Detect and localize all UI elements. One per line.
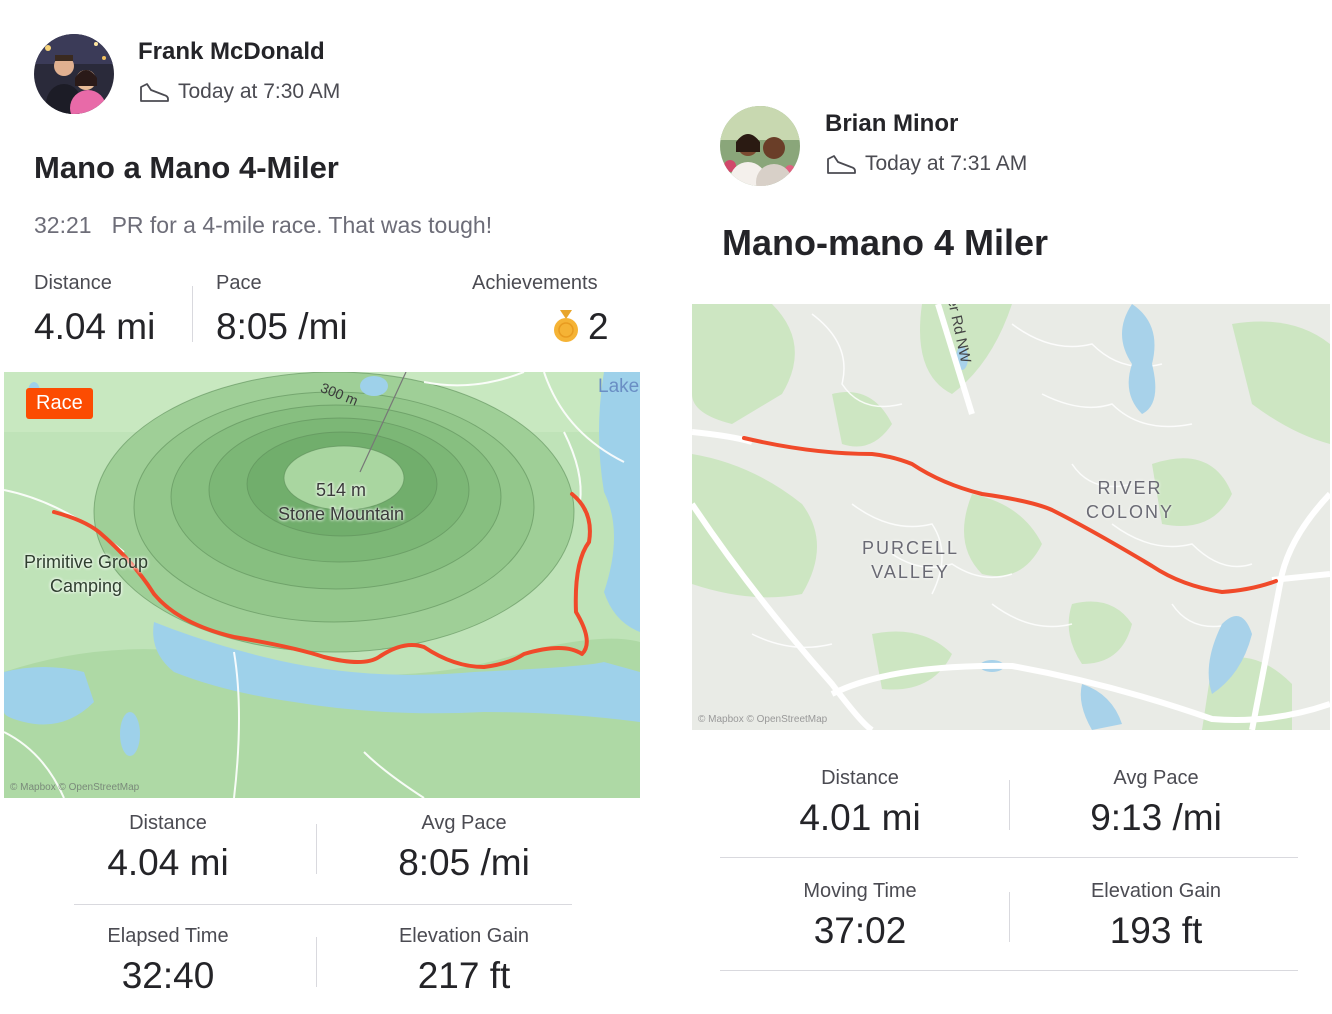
activity-title[interactable]: Mano-mano 4 Miler xyxy=(722,222,1049,263)
stat-divider xyxy=(316,824,317,874)
pace-value: 8:05 /mi xyxy=(216,306,348,347)
elapsed-time-value: 32:40 xyxy=(121,955,215,996)
distance-value: 4.01 mi xyxy=(799,797,921,838)
elevation-gain-label: Elevation Gain xyxy=(398,925,530,947)
avg-pace-label: Avg Pace xyxy=(421,812,507,834)
athlete-name[interactable]: Brian Minor xyxy=(825,110,959,137)
terrain-map-icon xyxy=(4,372,640,798)
moving-time-value: 37:02 xyxy=(813,910,907,951)
stat-divider xyxy=(1009,780,1010,830)
description-time: 32:21 xyxy=(34,212,92,238)
pace-label: Pace xyxy=(216,272,262,294)
activity-description: 32:21 PR for a 4-mile race. That was toug… xyxy=(34,212,492,239)
timestamp-text: Today at 7:30 AM xyxy=(178,80,341,103)
stat-divider xyxy=(1009,892,1010,942)
activity-title[interactable]: Mano a Mano 4-Miler xyxy=(34,150,339,185)
lake-label: Lake xyxy=(598,376,640,397)
race-badge: Race xyxy=(26,388,93,419)
elevation-gain-value: 217 ft xyxy=(417,955,511,996)
map-attribution[interactable]: © Mapbox © OpenStreetMap xyxy=(698,714,828,725)
stats-divider xyxy=(720,857,1298,858)
neighborhood-label-river-colony: RIVER COLONY xyxy=(1086,476,1174,524)
map-attribution[interactable]: © Mapbox © OpenStreetMap xyxy=(10,782,140,793)
avatar-photo-icon xyxy=(34,34,114,114)
achievements[interactable]: 2 xyxy=(552,306,609,348)
peak-name-label: Stone Mountain xyxy=(277,504,405,524)
distance-label: Distance xyxy=(34,272,112,294)
activity-timestamp: Today at 7:30 AM xyxy=(138,80,340,104)
activity-card-brian: Brian Minor Today at 7:31 AM Mano-mano 4… xyxy=(690,0,1332,1014)
athlete-avatar[interactable] xyxy=(720,106,800,186)
medal-icon xyxy=(554,310,578,342)
camp-label: Primitive Group Camping xyxy=(24,550,148,598)
avg-pace-value: 9:13 /mi xyxy=(1090,797,1222,838)
timestamp-text: Today at 7:31 AM xyxy=(865,152,1028,175)
moving-time-label: Moving Time xyxy=(803,880,917,902)
distance-label: Distance xyxy=(129,812,207,834)
run-shoe-icon xyxy=(140,83,169,102)
avg-pace-label: Avg Pace xyxy=(1113,767,1199,789)
hood-line2: COLONY xyxy=(1086,502,1175,522)
peak-elevation-label: 514 m xyxy=(315,480,367,500)
distance-value: 4.04 mi xyxy=(34,306,156,347)
camp-label-line2: Camping xyxy=(49,576,123,596)
distance-label: Distance xyxy=(821,767,899,789)
hood-line1: RIVER xyxy=(1097,478,1163,498)
activity-card-frank: Frank McDonald Today at 7:30 AM Mano a M… xyxy=(0,0,650,1014)
distance-value: 4.04 mi xyxy=(107,842,229,883)
elevation-gain-label: Elevation Gain xyxy=(1090,880,1222,902)
stat-divider xyxy=(192,286,193,342)
route-map[interactable]: Race 300 m 514 m Stone Mountain Primitiv… xyxy=(4,372,640,798)
athlete-avatar[interactable] xyxy=(34,34,114,114)
elevation-gain-value: 193 ft xyxy=(1109,910,1203,951)
achievements-label: Achievements xyxy=(472,272,598,294)
activity-timestamp: Today at 7:31 AM xyxy=(825,152,1027,176)
avg-pace-value: 8:05 /mi xyxy=(398,842,530,883)
achievements-count: 2 xyxy=(588,306,609,347)
route-map[interactable]: er Rd NW RIVER COLONY PURCELL VALLEY © M… xyxy=(692,304,1330,730)
stats-divider xyxy=(74,904,572,905)
athlete-name[interactable]: Frank McDonald xyxy=(138,38,325,65)
run-shoe-icon xyxy=(827,155,856,174)
hood-line1: PURCELL xyxy=(862,538,960,558)
avatar-photo-icon xyxy=(720,106,800,186)
stat-divider xyxy=(316,937,317,987)
description-text: PR for a 4-mile race. That was tough! xyxy=(111,212,493,238)
camp-label-line1: Primitive Group xyxy=(24,552,149,572)
street-map-icon xyxy=(692,304,1330,730)
neighborhood-label-purcell-valley: PURCELL VALLEY xyxy=(862,536,959,584)
stats-divider xyxy=(720,970,1298,971)
hood-line2: VALLEY xyxy=(871,562,950,582)
elapsed-time-label: Elapsed Time xyxy=(107,925,229,947)
